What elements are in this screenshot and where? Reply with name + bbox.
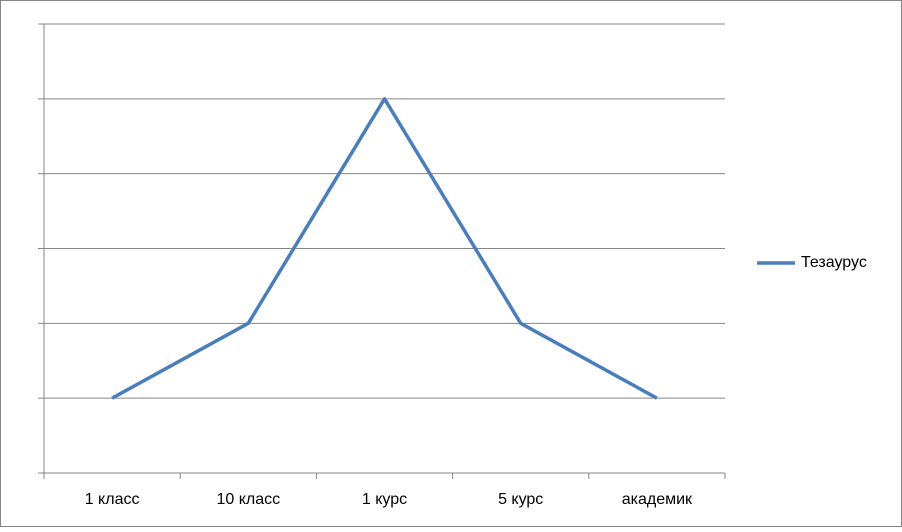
x-tick-label: академик [622, 491, 693, 508]
x-tick-label: 10 класс [216, 491, 280, 508]
x-tick-label: 5 курс [498, 491, 543, 508]
x-tick-label: 1 класс [85, 491, 140, 508]
x-tick-label: 1 курс [362, 491, 407, 508]
data-line [111, 97, 658, 400]
legend-label: Тезаурус [801, 254, 867, 271]
